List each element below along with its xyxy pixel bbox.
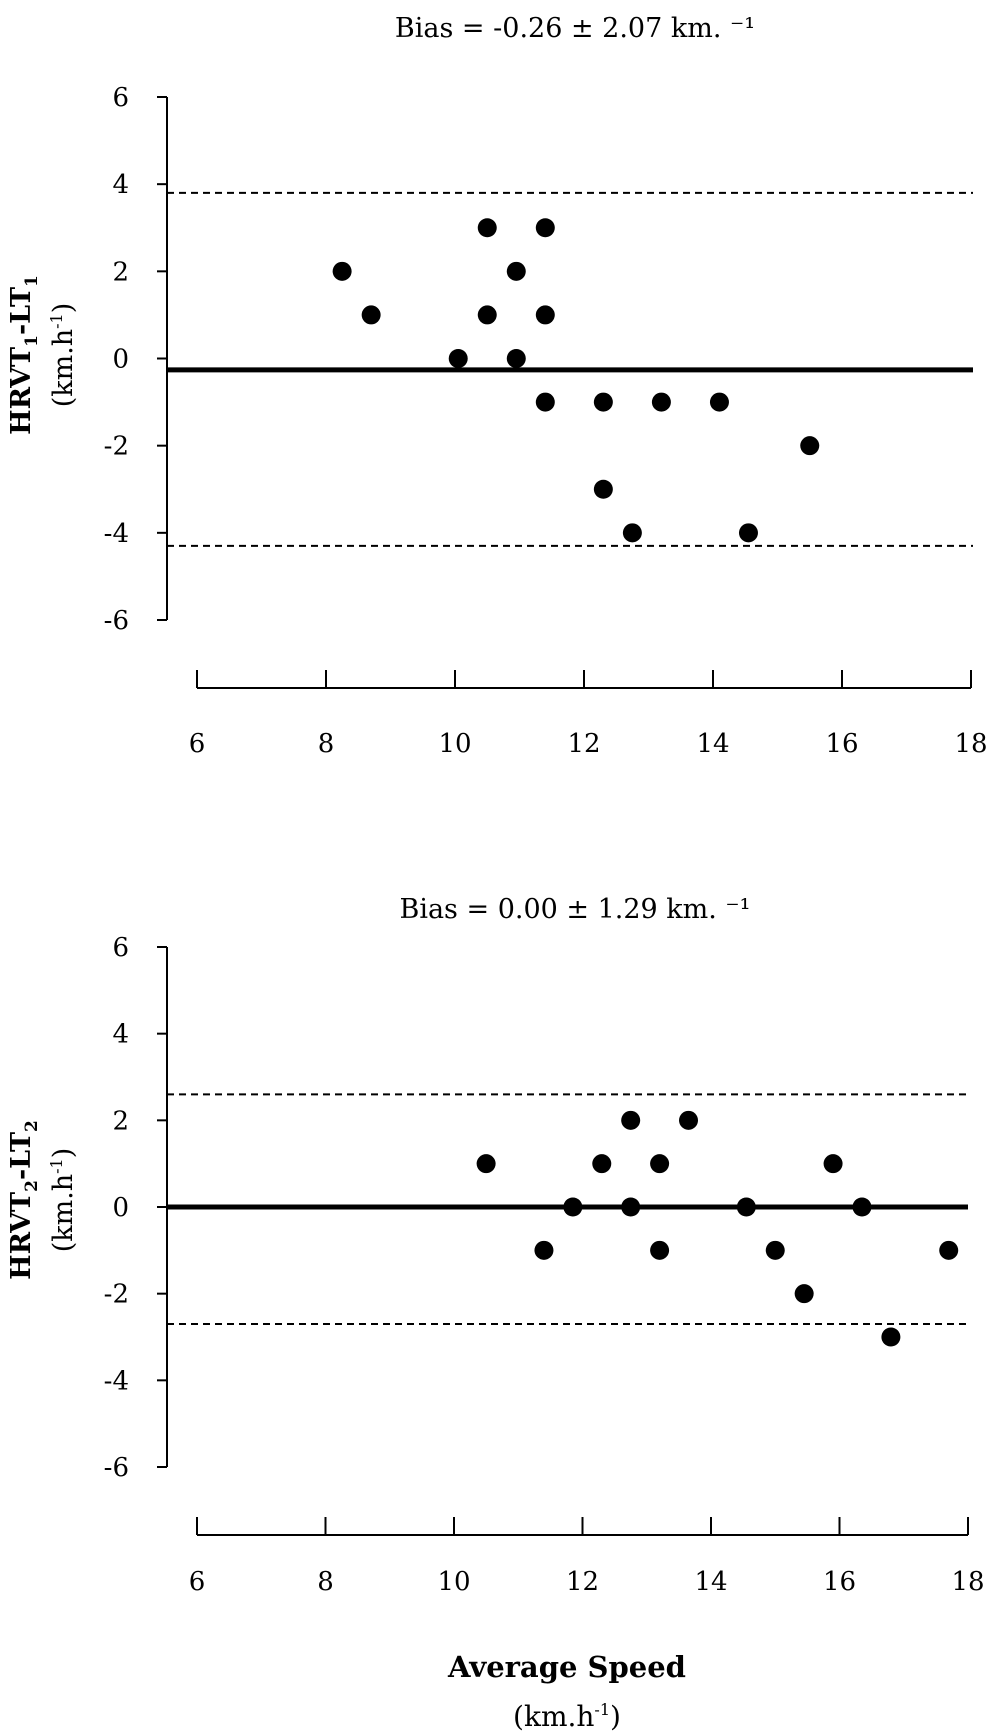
data-point [535,392,555,412]
data-point [621,1110,641,1130]
y-axis-label: HRVT2-LT2 (km.h-1) [6,1120,79,1280]
data-point [506,261,526,281]
y-axis-unit: (km.h-1) [47,303,79,408]
plot-panel-hrvt2: Bias = 0.00 ± 1.29 km. ⁻¹ HRVT2-LT2 (km.… [6,894,985,1597]
y-tick-label: -4 [104,1366,129,1396]
data-point [881,1327,901,1347]
data-point [852,1197,872,1217]
data-point [823,1154,843,1174]
x-axis-title: Average Speed [447,1650,686,1684]
data-points [476,1110,959,1347]
y-tick-label: -6 [104,606,129,636]
data-point [592,1154,612,1174]
x-tick-label: 6 [189,1567,206,1597]
y-tick-label: -6 [104,1453,129,1483]
y-axis-title: HRVT1-LT1 [6,275,42,435]
y-axis-title: HRVT2-LT2 [6,1120,42,1280]
data-point [361,305,381,325]
plot-panel-hrvt1: Bias = -0.26 ± 2.07 km. ⁻¹ HRVT1-LT1 (km… [6,13,988,759]
x-tick-label: 10 [437,1567,470,1597]
data-point [448,349,468,368]
x-tick-label: 18 [951,1567,984,1597]
x-axis-unit: (km.h-1) [513,1700,621,1733]
data-point [794,1284,814,1304]
data-point [593,392,613,412]
data-point [679,1110,699,1130]
data-point [800,436,820,456]
data-point [476,1154,496,1174]
y-tick-label: 4 [112,1020,129,1050]
x-tick-label: 8 [318,729,335,759]
data-point [650,1240,670,1260]
data-point [622,523,642,543]
data-point [738,523,758,543]
data-point [939,1240,959,1260]
x-tick-label: 10 [438,729,471,759]
axes: 6 4 2 0 -2 -4 -6 6 8 10 12 14 16 18 [104,933,985,1597]
data-point [621,1197,641,1217]
data-point [709,392,729,412]
chart-title: Bias = 0.00 ± 1.29 km. ⁻¹ [399,894,750,925]
data-point [593,479,613,499]
chart-title: Bias = -0.26 ± 2.07 km. ⁻¹ [395,13,755,44]
x-tick-label: 12 [567,729,600,759]
data-point [535,305,555,325]
y-tick-label: 0 [112,1193,129,1223]
x-tick-label: 6 [189,729,206,759]
data-points [332,218,820,543]
x-tick-label: 16 [823,1567,856,1597]
y-tick-label: 2 [112,257,129,287]
y-axis-unit: (km.h-1) [47,1148,79,1253]
data-point [332,261,352,281]
x-tick-label: 16 [825,729,858,759]
y-axis-label: HRVT1-LT1 (km.h-1) [6,275,79,435]
y-tick-label: 0 [112,345,129,375]
data-point [765,1240,785,1260]
x-tick-label: 12 [566,1567,599,1597]
y-tick-label: 4 [112,170,129,200]
reference-lines [167,191,973,547]
data-point [651,392,671,412]
axes: 6 4 2 0 -2 -4 -6 6 8 10 12 14 16 18 [104,83,988,759]
data-point [506,349,526,368]
y-tick-label: 2 [112,1106,129,1136]
y-tick-label: 6 [112,83,129,113]
y-tick-label: -2 [104,432,129,462]
data-point [736,1197,756,1217]
x-tick-label: 8 [317,1567,334,1597]
x-tick-label: 18 [954,729,987,759]
data-point [650,1154,670,1174]
data-point [534,1240,554,1260]
x-tick-label: 14 [694,1567,727,1597]
y-tick-label: -2 [104,1280,129,1310]
data-point [535,218,555,238]
data-point [563,1197,583,1217]
data-point [477,305,497,325]
x-tick-label: 14 [696,729,729,759]
y-tick-label: -4 [104,519,129,549]
y-tick-label: 6 [112,933,129,963]
data-point [477,218,497,238]
